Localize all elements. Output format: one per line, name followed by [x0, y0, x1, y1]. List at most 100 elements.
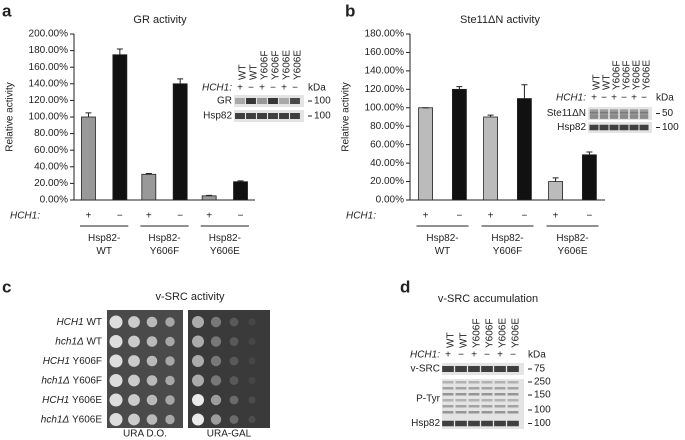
error-bar — [85, 112, 92, 117]
band — [609, 113, 619, 116]
spot — [146, 336, 158, 347]
band — [279, 98, 289, 104]
band — [609, 110, 619, 113]
y-axis-label: Relative activity — [341, 82, 352, 151]
spot — [165, 356, 175, 366]
band-label: Hsp82 — [203, 111, 232, 122]
band — [481, 393, 493, 396]
y-tick-label: 120.00% — [365, 84, 405, 95]
band — [589, 112, 599, 115]
band — [599, 116, 609, 119]
spot — [192, 374, 204, 387]
band — [619, 109, 629, 112]
lane-label: Y606E — [642, 60, 653, 90]
lane-label: Y606E — [632, 60, 643, 90]
band — [619, 115, 629, 118]
unit-label: kDa — [528, 350, 546, 361]
lane-sign: − — [270, 83, 276, 94]
sign-label: − — [117, 211, 123, 222]
spot — [229, 415, 239, 424]
band — [468, 399, 480, 402]
band — [629, 124, 639, 131]
band — [494, 411, 506, 414]
band — [507, 381, 519, 384]
band — [442, 399, 454, 402]
lane-label: Y606F — [612, 61, 623, 90]
band — [442, 393, 454, 396]
band — [442, 420, 454, 427]
spot — [109, 374, 123, 387]
lane-label: WT — [238, 64, 249, 80]
lane-label: WT — [592, 74, 603, 90]
spot — [248, 357, 256, 365]
band — [455, 420, 467, 427]
plate — [188, 310, 270, 428]
sign-label: − — [238, 211, 244, 222]
band — [507, 387, 519, 390]
spot — [165, 317, 175, 327]
unit-label: kDa — [656, 93, 674, 104]
plate-label: URA-GAL — [207, 429, 252, 440]
band — [619, 113, 629, 116]
lane-sign: + — [259, 83, 265, 94]
spot — [248, 415, 256, 424]
lane-sign: + — [237, 83, 243, 94]
bar — [141, 173, 157, 201]
band — [468, 405, 480, 408]
y-axis-label: Relative activity — [5, 82, 16, 151]
band — [589, 110, 599, 113]
plate — [107, 310, 183, 428]
spot — [128, 413, 140, 426]
panel-title: v-SRC activity — [155, 291, 225, 303]
band — [481, 366, 493, 372]
band — [599, 112, 609, 115]
spot — [248, 318, 256, 326]
spot — [146, 355, 158, 367]
band — [589, 116, 599, 119]
spot — [165, 375, 175, 386]
spot — [146, 394, 158, 406]
lane-sign: − — [621, 93, 627, 104]
y-tick-label: 180.00% — [29, 45, 69, 56]
spot — [146, 316, 158, 328]
band-label: Ste11ΔN — [547, 108, 586, 119]
lane-sign: + — [611, 93, 617, 104]
lane-label: Y606E — [498, 318, 509, 348]
bar — [201, 195, 217, 201]
spot — [192, 413, 204, 426]
band — [455, 366, 467, 372]
spot — [146, 414, 158, 425]
spot — [229, 376, 239, 385]
sign-label: − — [521, 211, 527, 222]
category-label: Hsp82-WT — [426, 233, 458, 257]
band — [468, 420, 480, 427]
row-label: HCH1: — [202, 83, 232, 94]
band — [268, 113, 278, 119]
spot — [128, 355, 140, 367]
band — [455, 387, 467, 390]
error-bar — [177, 78, 184, 84]
lane-sign: − — [601, 93, 607, 104]
spot — [229, 395, 239, 405]
band — [494, 399, 506, 402]
spot — [109, 335, 123, 348]
strain-label: hch1Δ Y606F — [41, 375, 102, 386]
band — [442, 405, 454, 408]
lane-sign: + — [471, 350, 477, 361]
lane-sign: − — [641, 93, 647, 104]
band — [589, 124, 599, 131]
error-bar — [237, 180, 244, 182]
band-label: P-Tyr — [416, 394, 441, 405]
band — [481, 387, 493, 390]
spot — [229, 317, 239, 327]
band — [279, 113, 289, 119]
error-bar — [116, 48, 123, 55]
category-label: Hsp82-Y606F — [148, 233, 180, 257]
lane-label: Y606E — [511, 318, 522, 348]
error-bar — [586, 151, 593, 155]
bar — [548, 181, 563, 201]
marker-label: 100 — [662, 122, 679, 133]
panel-title: v-SRC accumulation — [438, 293, 538, 305]
lane-label: Y606F — [271, 51, 282, 80]
spot — [210, 394, 222, 406]
